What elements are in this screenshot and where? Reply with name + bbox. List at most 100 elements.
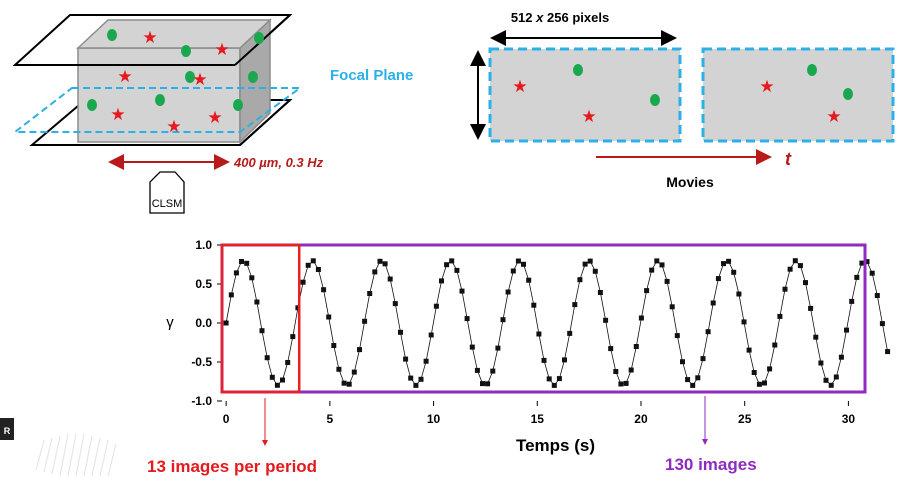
- data-point: [680, 359, 685, 365]
- data-point: [326, 314, 332, 320]
- data-point: [567, 330, 573, 336]
- data-point: [351, 369, 357, 375]
- red-star-particle: ★: [759, 77, 774, 96]
- red-star-particle: ★: [110, 105, 125, 124]
- data-point: [638, 315, 644, 321]
- data-point: [864, 259, 870, 265]
- data-point: [531, 302, 537, 308]
- green-particle: [807, 64, 817, 76]
- green-particle: [185, 71, 195, 83]
- data-point: [823, 377, 829, 383]
- green-particle: [650, 94, 660, 106]
- data-point: [300, 279, 306, 285]
- y-tick-label: 1.0: [195, 238, 212, 252]
- data-point: [669, 304, 675, 310]
- data-point: [874, 293, 880, 298]
- data-point: [485, 381, 491, 387]
- green-particle: [254, 32, 264, 44]
- data-point: [838, 354, 844, 360]
- data-point: [777, 313, 783, 319]
- data-point: [562, 357, 567, 363]
- data-point: [536, 331, 542, 337]
- data-point: [844, 327, 849, 333]
- data-point: [828, 382, 834, 388]
- data-point: [695, 375, 701, 381]
- data-point: [587, 258, 593, 264]
- data-point: [239, 259, 244, 264]
- data-point: [464, 316, 470, 322]
- red-star-particle: ★: [826, 107, 841, 126]
- data-point: [249, 275, 255, 281]
- per-period-label: 13 images per period: [147, 457, 317, 476]
- data-point: [418, 376, 424, 382]
- x-axis-label: Temps (s): [516, 436, 595, 455]
- x-tick-label: 20: [634, 412, 648, 426]
- data-point: [731, 269, 737, 275]
- data-point: [341, 380, 347, 386]
- data-point: [387, 276, 393, 282]
- one-period-box: [220, 243, 301, 394]
- particles-3d: ★ ★ ★ ★ ★ ★ ★: [87, 28, 264, 136]
- data-point: [618, 381, 624, 387]
- data-point: [510, 268, 516, 274]
- data-point: [674, 333, 680, 339]
- y-tick-label: -1.0: [191, 394, 212, 408]
- red-star-particle: ★: [512, 77, 527, 96]
- data-point: [310, 258, 316, 264]
- data-point: [290, 334, 296, 340]
- data-point: [879, 321, 885, 327]
- data-point: [715, 276, 721, 282]
- data-point: [367, 291, 373, 296]
- data-point: [372, 269, 378, 275]
- data-point: [649, 267, 655, 273]
- x-tick-label: 25: [738, 412, 752, 426]
- data-point: [280, 377, 285, 383]
- data-point: [792, 258, 798, 264]
- data-point: [726, 258, 732, 264]
- y-axis-label: γ: [166, 314, 174, 331]
- data-point: [454, 267, 460, 273]
- data-point: [577, 277, 583, 283]
- data-point: [526, 277, 532, 283]
- clsm-objective-icon: [149, 171, 185, 214]
- movie-frame-2: [701, 47, 895, 143]
- data-point: [449, 258, 455, 264]
- data-point: [444, 262, 450, 268]
- data-point: [572, 302, 578, 308]
- data-point: [331, 343, 337, 348]
- data-point: [521, 261, 526, 267]
- data-point: [772, 342, 778, 348]
- data-point: [762, 380, 767, 386]
- data-point: [885, 349, 891, 355]
- data-point: [808, 305, 814, 311]
- red-star-particle: ★: [214, 40, 229, 59]
- data-point: [515, 258, 521, 264]
- data-point: [321, 287, 327, 293]
- data-point: [259, 328, 265, 334]
- green-particle: [155, 94, 165, 106]
- scan-label: 400 µm, 0.3 Hz: [233, 155, 324, 170]
- green-particle: [181, 45, 191, 57]
- data-point: [597, 290, 603, 295]
- data-point: [664, 278, 670, 284]
- movie-frame-1: [488, 47, 682, 143]
- clsm-label: CLSM: [152, 198, 183, 210]
- data-point: [633, 344, 639, 349]
- movies-label: Movies: [666, 174, 714, 190]
- data-point: [285, 360, 291, 365]
- data-point: [551, 382, 557, 388]
- data-point: [690, 382, 696, 388]
- data-point: [623, 380, 629, 386]
- data-point: [592, 268, 598, 274]
- gamma-series-line: [225, 260, 888, 387]
- data-point: [644, 288, 650, 294]
- data-point: [428, 332, 434, 338]
- data-point: [346, 381, 352, 387]
- data-point: [233, 270, 239, 276]
- green-particle: [87, 99, 97, 111]
- watermark-graphic: [35, 433, 117, 477]
- data-point: [782, 286, 788, 292]
- data-point: [244, 260, 250, 266]
- data-point: [362, 318, 368, 324]
